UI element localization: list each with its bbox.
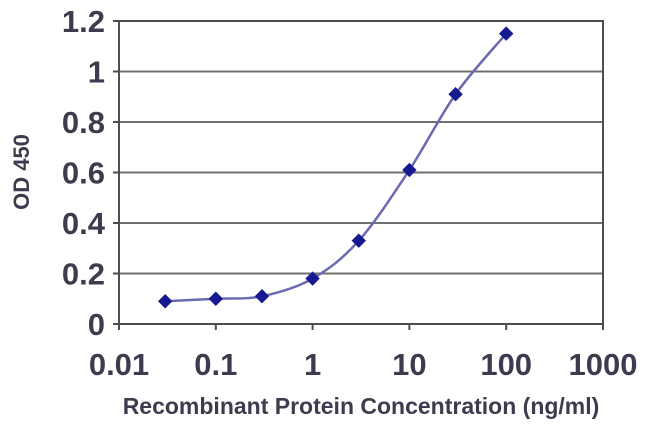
data-point-marker bbox=[351, 233, 366, 248]
y-tick-label: 0.2 bbox=[62, 257, 105, 292]
data-point-marker bbox=[305, 271, 320, 286]
x-tick-label: 0.1 bbox=[194, 347, 237, 382]
gridlines-and-axes bbox=[113, 20, 604, 330]
x-tick-label: 1000 bbox=[569, 347, 638, 382]
data-point-marker bbox=[448, 87, 463, 102]
y-tick-label: 0.8 bbox=[62, 105, 105, 140]
data-point-marker bbox=[157, 294, 173, 309]
data-series bbox=[157, 26, 514, 309]
y-tick-label: 0.6 bbox=[62, 156, 105, 191]
plot-border bbox=[118, 20, 604, 325]
x-tick-label: 0.01 bbox=[89, 347, 149, 382]
x-tick-label: 1 bbox=[304, 347, 321, 382]
x-tick-label: 100 bbox=[480, 347, 532, 382]
data-point-marker bbox=[208, 291, 224, 306]
y-tick-label: 0 bbox=[88, 307, 105, 342]
x-axis-title: Recombinant Protein Concentration (ng/ml… bbox=[123, 393, 600, 419]
y-tick-label: 1 bbox=[88, 55, 105, 90]
data-point-marker bbox=[402, 162, 417, 178]
x-tick-label: 10 bbox=[392, 347, 426, 382]
y-axis-title: OD 450 bbox=[9, 134, 34, 210]
y-tick-label: 0.4 bbox=[62, 206, 106, 241]
data-point-marker bbox=[254, 289, 270, 304]
y-tick-label: 1.2 bbox=[62, 4, 105, 39]
series-line bbox=[163, 32, 508, 303]
data-point-marker bbox=[498, 26, 514, 41]
tick-labels: 0 0.2 0.4 0.6 0.8 1 1.2 0.01 0.1 1 10 100 1000 bbox=[62, 4, 638, 382]
